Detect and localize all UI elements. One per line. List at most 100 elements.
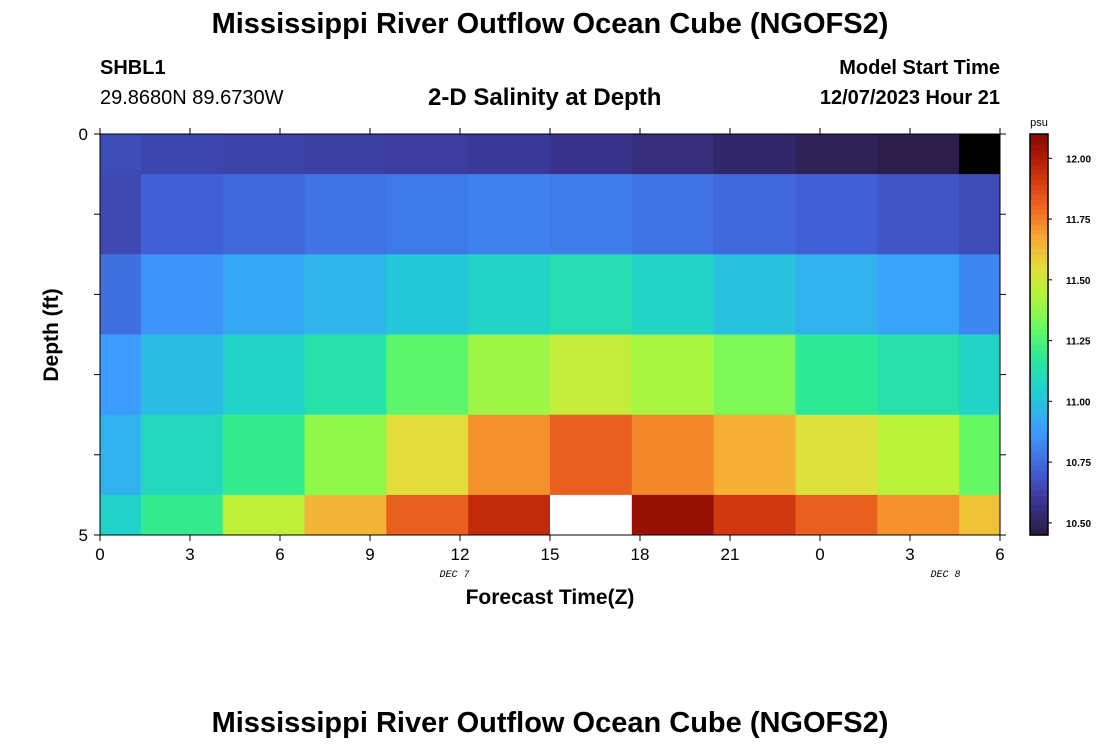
colorbar-segment (1030, 274, 1048, 280)
heatmap-cell (468, 174, 551, 255)
colorbar-segment (1030, 189, 1048, 195)
heatmap-cell (877, 134, 960, 175)
heatmap-cell (631, 494, 715, 536)
date-label: DEC 8 (930, 570, 960, 581)
heatmap-cell (631, 334, 715, 416)
heatmap-cell (222, 334, 306, 416)
heatmap-cell (468, 134, 551, 175)
heatmap-cell (550, 334, 633, 416)
colorbar-segment (1030, 174, 1048, 180)
heatmap-cell (550, 134, 633, 175)
colorbar-segment (1030, 159, 1048, 165)
heatmap-cell (877, 254, 960, 335)
heatmap-cell (304, 414, 387, 496)
heatmap-cell (386, 174, 469, 255)
heatmap-cell (386, 494, 469, 536)
x-tick-label: 6 (275, 545, 284, 564)
model-start-value: 12/07/2023 Hour 21 (819, 87, 1000, 109)
station-id: SHBL1 (100, 57, 166, 79)
heatmap-cell (713, 134, 796, 175)
colorbar-segment (1030, 454, 1048, 461)
colorbar-segment (1030, 359, 1048, 366)
colorbar-segment (1030, 314, 1048, 321)
heatmap-cell (304, 494, 387, 536)
colorbar-segment (1030, 279, 1048, 285)
colorbar-segment (1030, 434, 1048, 441)
heatmap-cell (550, 254, 633, 335)
colorbar-segment (1030, 134, 1048, 140)
y-axis-label: Depth (ft) (40, 288, 63, 381)
colorbar-segment (1030, 199, 1048, 205)
colorbar-segment (1030, 509, 1048, 516)
colorbar-segment (1030, 444, 1048, 451)
heatmap-cell (386, 334, 469, 416)
heatmap-cell (959, 414, 1001, 496)
heatmap-cell (631, 254, 715, 335)
colorbar-segment (1030, 169, 1048, 175)
heatmap-cell (100, 134, 142, 175)
colorbar-segment (1030, 384, 1048, 391)
heatmap-cell (140, 134, 224, 175)
heatmap-cell (550, 494, 633, 536)
x-tick-label: 18 (631, 545, 650, 564)
colorbar-segment (1030, 519, 1048, 526)
heatmap-cell (304, 334, 387, 416)
colorbar-segment (1030, 309, 1048, 316)
colorbar-border (1029, 133, 1049, 536)
heatmap-cell (386, 134, 469, 175)
heatmap-cell (140, 174, 224, 255)
heatmap-cell (877, 494, 960, 536)
colorbar-segment (1030, 364, 1048, 371)
x-tick-label: 3 (905, 545, 914, 564)
heatmap-cell (959, 494, 1001, 536)
heatmap-cell (713, 334, 796, 416)
heatmap-cell (631, 134, 715, 175)
colorbar-segment (1030, 514, 1048, 521)
heatmap-cell (959, 254, 1001, 335)
colorbar-segment (1030, 289, 1048, 295)
heatmap-cell (550, 414, 633, 496)
heatmap-cell (877, 334, 960, 416)
colorbar: psu 10.50 10.75 11.00 11.25 11.50 11.75 12.00 (1029, 117, 1091, 536)
heatmap-cell (100, 254, 142, 335)
heatmap-cell (222, 174, 306, 255)
heatmap-cell (959, 174, 1001, 255)
colorbar-segment (1030, 219, 1048, 225)
heatmap-cell (795, 254, 878, 335)
heatmap-cell (222, 254, 306, 335)
heatmap-cell (877, 414, 960, 496)
heatmap-cell (713, 414, 796, 496)
colorbar-segment (1030, 294, 1048, 301)
colorbar-segment (1030, 244, 1048, 250)
heatmap-cell (713, 254, 796, 335)
heatmap-cell (795, 334, 878, 416)
colorbar-segment (1030, 179, 1048, 185)
heatmap-cell (100, 414, 142, 496)
colorbar-segment (1030, 144, 1048, 150)
colorbar-segment (1030, 139, 1048, 145)
colorbar-segment (1030, 154, 1048, 160)
heatmap-cell (795, 134, 878, 175)
colorbar-segment (1030, 184, 1048, 190)
colorbar-segment (1030, 344, 1048, 351)
colorbar-segment (1030, 214, 1048, 220)
date-label: DEC 7 (440, 570, 470, 581)
colorbar-segment (1030, 229, 1048, 235)
colorbar-segment (1030, 404, 1048, 411)
heatmap-cell (713, 494, 796, 536)
colorbar-segment (1030, 204, 1048, 210)
heatmap-cell (100, 494, 142, 536)
heatmap-cell (713, 174, 796, 255)
x-tick-label: 12 (451, 545, 470, 564)
heatmap-cell (795, 414, 878, 496)
x-tick-label: 9 (365, 545, 374, 564)
x-tick-label: 3 (185, 545, 194, 564)
y-tick-label: 5 (79, 526, 88, 545)
colorbar-segment (1030, 504, 1048, 511)
colorbar-segment (1030, 424, 1048, 431)
colorbar-segment (1030, 234, 1048, 240)
colorbar-tick-label: 11.75 (1066, 215, 1091, 226)
plot-subtitle: 2-D Salinity at Depth (428, 84, 662, 111)
colorbar-segment (1030, 259, 1048, 265)
